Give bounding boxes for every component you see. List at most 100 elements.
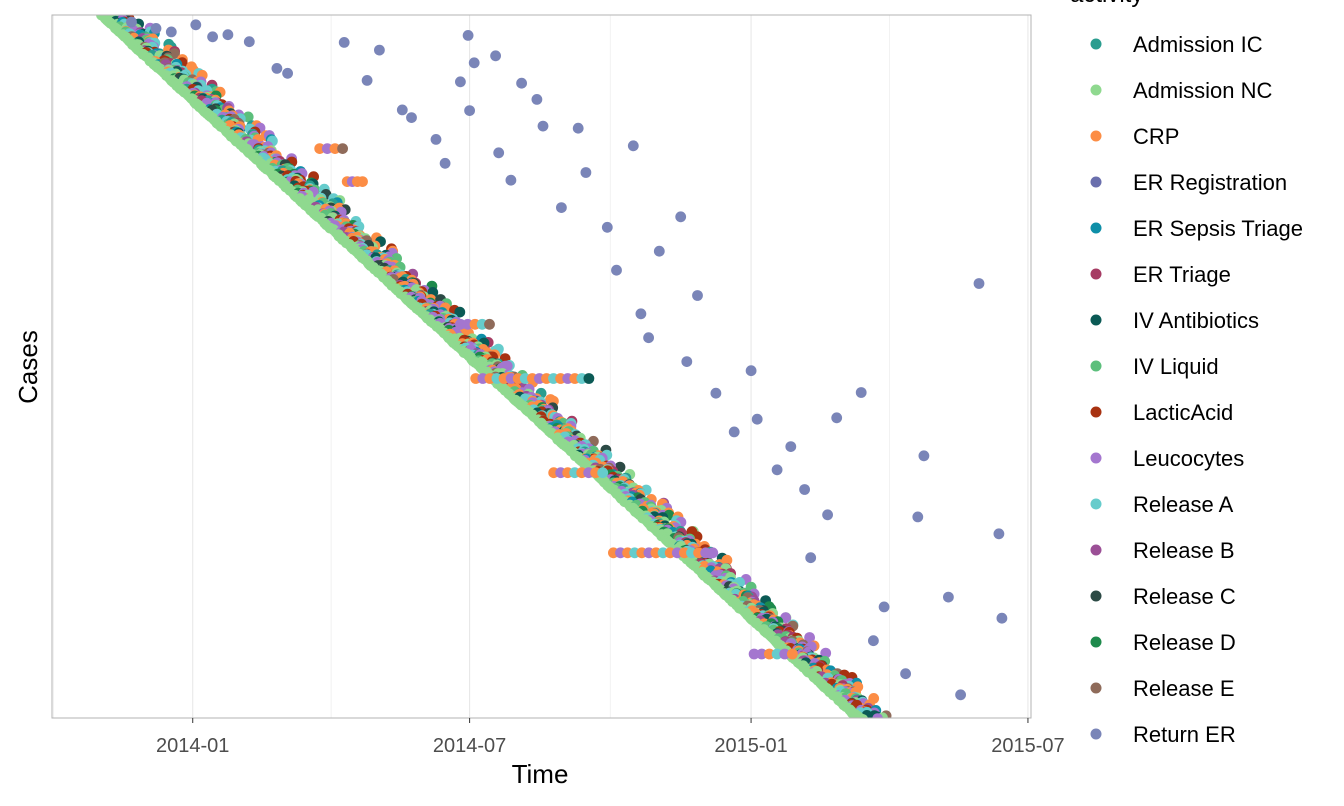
return-er-point [728, 426, 740, 438]
return-er-point [556, 202, 567, 214]
return-er-point [271, 63, 283, 74]
return-er-point [396, 104, 408, 116]
return-er-point [572, 122, 584, 134]
activity-point [857, 714, 868, 718]
legend-label: CRP [1133, 124, 1179, 149]
return-er-point [455, 76, 466, 88]
return-er-point [900, 668, 911, 680]
return-er-point [430, 134, 442, 145]
return-er-point [439, 157, 451, 169]
long-stay-point [779, 648, 791, 660]
data-points [96, 15, 1008, 718]
long-stay-point [329, 143, 341, 155]
return-er-point [643, 332, 654, 344]
legend-item: ER Registration [1090, 170, 1287, 195]
legend-key [1090, 130, 1102, 142]
return-er-point [190, 19, 202, 31]
long-stay-point [583, 373, 595, 384]
long-stay-point [484, 318, 495, 330]
return-er-point [912, 511, 924, 523]
return-er-point [531, 94, 543, 105]
legend-key [1090, 360, 1102, 372]
legend-key [1090, 590, 1102, 602]
return-er-point [973, 278, 985, 289]
return-er-point [537, 120, 549, 132]
legend-item: Return ER [1090, 722, 1236, 747]
return-er-point [805, 552, 817, 564]
activity-point [872, 713, 883, 718]
legend-key [1090, 636, 1102, 648]
x-tick-label: 2014-07 [433, 735, 506, 757]
return-er-point [464, 105, 475, 116]
long-stay-point [321, 143, 333, 155]
return-er-point [785, 441, 797, 452]
legend-item: Admission IC [1090, 32, 1263, 57]
long-stay-point [748, 648, 760, 660]
return-er-point [771, 464, 783, 476]
long-stay-point [314, 143, 326, 155]
legend-label: Release D [1133, 630, 1236, 655]
return-er-point [493, 147, 505, 159]
long-stay-point [764, 648, 775, 660]
legend: Admission IC Admission NC CRP ER Registrati… [1090, 32, 1303, 747]
return-er-point [126, 16, 137, 28]
return-er-point [993, 528, 1005, 540]
return-er-point [374, 44, 385, 56]
legend-label: Release E [1133, 676, 1235, 701]
activity-point [804, 632, 815, 643]
return-er-point [490, 50, 501, 62]
long-stay-point [787, 648, 798, 660]
return-er-point [996, 612, 1008, 624]
legend-label: IV Antibiotics [1133, 308, 1259, 333]
legend-item: Release D [1090, 630, 1236, 655]
return-er-point [611, 264, 622, 276]
return-er-point [516, 77, 527, 89]
x-tick-label: 2015-01 [714, 735, 787, 757]
legend-key [1090, 682, 1102, 694]
y-axis-title: Cases [13, 330, 43, 404]
gridlines [53, 15, 1029, 718]
legend-key [1090, 498, 1102, 510]
legend-item: Release E [1090, 676, 1235, 701]
long-stay-point [756, 648, 768, 660]
return-er-point [165, 26, 177, 38]
return-er-point [635, 308, 647, 320]
long-stay-point [707, 547, 719, 559]
activity-point [454, 306, 466, 318]
long-stay-point [357, 176, 368, 188]
legend-label: Admission NC [1133, 78, 1272, 103]
legend-item: CRP [1090, 124, 1179, 149]
return-er-point [243, 36, 255, 48]
legend-label: LacticAcid [1133, 400, 1233, 425]
return-er-point [710, 387, 722, 399]
legend-label: Leucocytes [1133, 446, 1244, 471]
return-er-point [681, 356, 693, 367]
legend-key [1090, 728, 1102, 740]
return-er-point [150, 23, 162, 34]
x-axis-title: Time [512, 759, 569, 789]
legend-key [1090, 544, 1102, 556]
return-er-point [207, 31, 219, 43]
legend-item: Release A [1090, 492, 1234, 517]
legend-item: IV Liquid [1090, 354, 1219, 379]
legend-item: Release C [1090, 584, 1236, 609]
return-er-point [468, 57, 480, 69]
return-er-point [222, 29, 234, 41]
return-er-point [918, 450, 930, 462]
return-er-point [955, 689, 966, 701]
legend-item: LacticAcid [1090, 400, 1233, 425]
return-er-point [653, 245, 665, 257]
legend-key [1090, 268, 1102, 280]
x-axis-ticks: 2014-01 2014-07 2015-01 2015-07 [156, 718, 1065, 757]
legend-label: Admission IC [1133, 32, 1263, 57]
return-er-point [627, 140, 639, 152]
return-er-point [831, 412, 843, 424]
legend-item: ER Triage [1090, 262, 1231, 287]
long-stay-point [337, 143, 348, 155]
legend-key [1090, 176, 1102, 188]
activity-point [820, 647, 832, 659]
plot-panel-border [51, 14, 1032, 719]
return-er-point [462, 30, 474, 41]
legend-item: IV Antibiotics [1090, 308, 1259, 333]
